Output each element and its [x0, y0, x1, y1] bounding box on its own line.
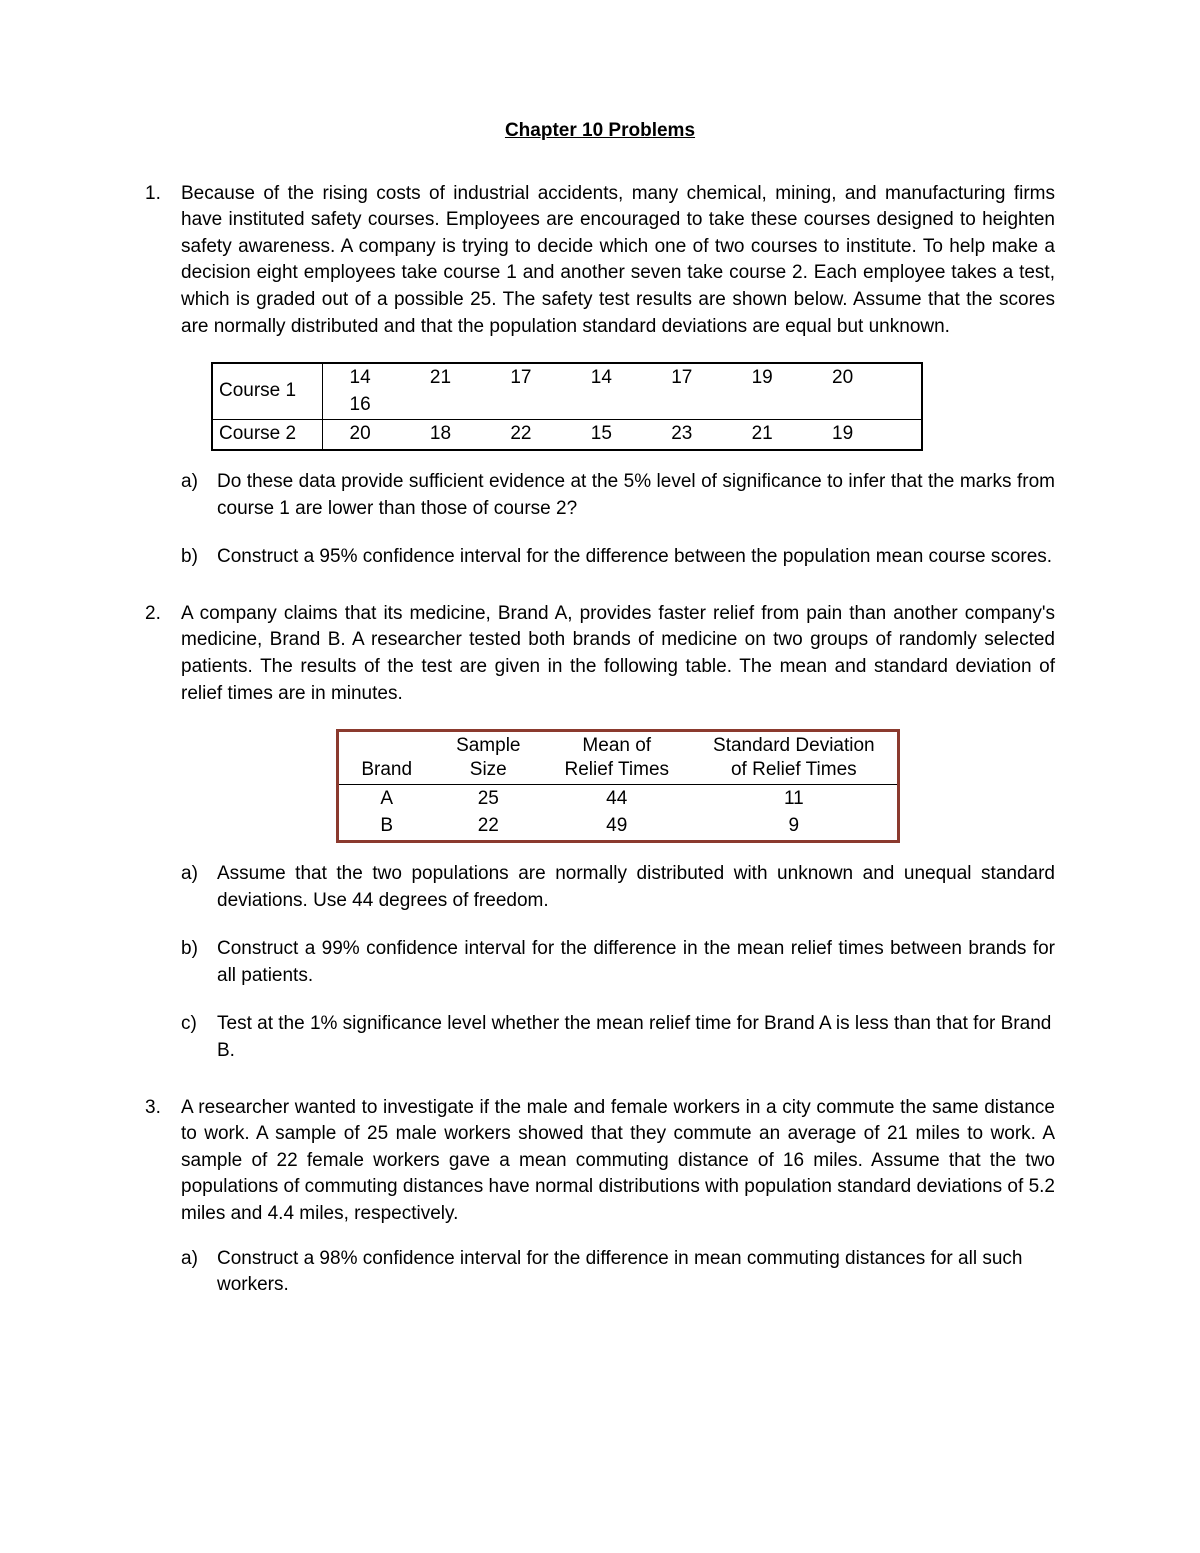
page-title: Chapter 10 Problems [145, 118, 1055, 145]
problem-1a: Do these data provide sufficient evidenc… [181, 469, 1055, 522]
brand-relief-table: Brand SampleSize Mean ofRelief Times Sta… [336, 729, 899, 843]
table-row: B 22 49 9 [338, 812, 898, 841]
table-row: A 25 44 11 [338, 784, 898, 812]
problem-1b: Construct a 95% confidence interval for … [181, 544, 1055, 571]
problem-3: A researcher wanted to investigate if th… [145, 1095, 1055, 1299]
problem-2-text: A company claims that its medicine, Bran… [181, 601, 1055, 707]
problem-2b: Construct a 99% confidence interval for … [181, 936, 1055, 989]
problem-2: A company claims that its medicine, Bran… [145, 601, 1055, 1065]
problem-2c: Test at the 1% significance level whethe… [181, 1011, 1055, 1064]
problem-3-subparts: Construct a 98% confidence interval for … [181, 1246, 1055, 1299]
problem-2-subparts: Assume that the two populations are norm… [181, 861, 1055, 1065]
problem-list: Because of the rising costs of industria… [145, 181, 1055, 1299]
table-header-row: Brand SampleSize Mean ofRelief Times Sta… [338, 731, 898, 785]
col-mean: Mean ofRelief Times [542, 731, 691, 785]
course-2-label: Course 2 [212, 420, 322, 450]
problem-2a: Assume that the two populations are norm… [181, 861, 1055, 914]
table-row: Course 1 14 21 17 14 17 19 20 16 [212, 363, 922, 420]
col-sd: Standard Deviationof Relief Times [691, 731, 898, 785]
problem-1-subparts: Do these data provide sufficient evidenc… [181, 469, 1055, 571]
course-1-values: 14 21 17 14 17 19 20 16 [322, 363, 922, 420]
course-2-values: 20 18 22 15 23 21 19 [322, 420, 922, 450]
problem-3-text: A researcher wanted to investigate if th… [181, 1095, 1055, 1228]
problem-1-text: Because of the rising costs of industria… [181, 181, 1055, 341]
problem-3a: Construct a 98% confidence interval for … [181, 1246, 1055, 1299]
problem-1: Because of the rising costs of industria… [145, 181, 1055, 571]
col-brand: Brand [338, 731, 434, 785]
course-1-label: Course 1 [212, 363, 322, 420]
col-sample-size: SampleSize [434, 731, 542, 785]
course-score-table: Course 1 14 21 17 14 17 19 20 16 Course … [211, 362, 923, 451]
table-row: Course 2 20 18 22 15 23 21 19 [212, 420, 922, 450]
